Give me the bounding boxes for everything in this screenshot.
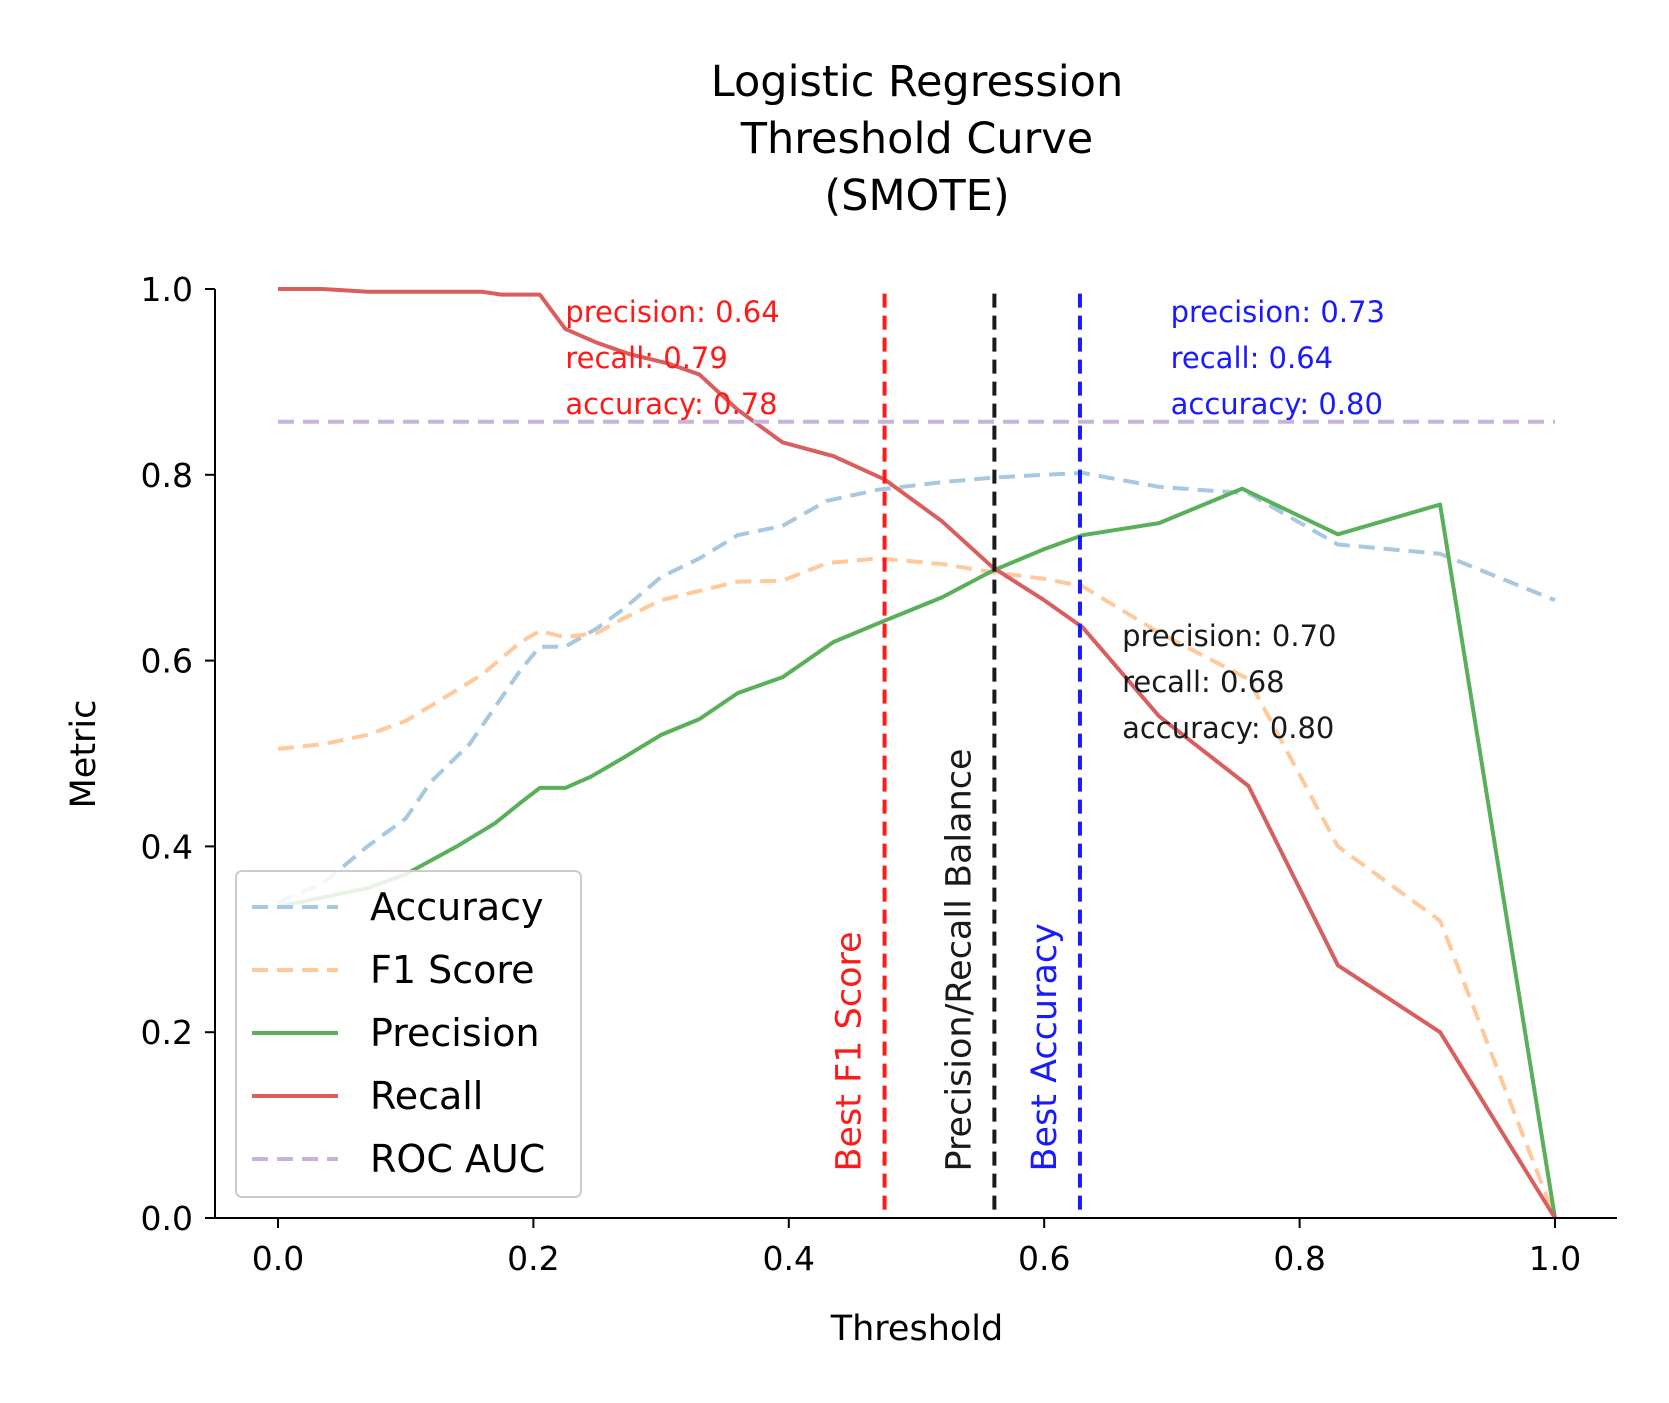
- legend-label-accuracy: Accuracy: [370, 885, 544, 929]
- y-tick-label: 0.8: [141, 456, 193, 495]
- x-axis-title: Threshold: [830, 1309, 1004, 1349]
- vline-label-best-f1-score: Best F1 Score: [830, 931, 870, 1171]
- x-ticks: 0.0 0.2 0.4 0.6 0.8 1.0: [252, 1218, 1581, 1278]
- vline-label-precision-recall-balance: Precision/Recall Balance: [939, 748, 979, 1171]
- annotation-2-line-2: accuracy: 0.80: [1122, 711, 1334, 745]
- annotation-1-line-1: recall: 0.64: [1171, 341, 1334, 375]
- annotation-1-line-0: precision: 0.73: [1171, 295, 1385, 329]
- annotation-2-line-1: recall: 0.68: [1122, 665, 1285, 699]
- title-line-3: (SMOTE): [824, 171, 1009, 221]
- vline-layer: Best F1 Score Precision/Recall Balance Bes…: [830, 293, 1082, 1218]
- annotation-layer: precision: 0.64 recall: 0.79 accuracy: 0.7…: [565, 295, 1385, 745]
- legend-label-roc-auc: ROC AUC: [370, 1137, 545, 1181]
- y-axis-title: Metric: [64, 700, 104, 809]
- y-ticks: 0.0 0.2 0.4 0.6 0.8 1.0: [141, 270, 215, 1238]
- y-tick-label: 1.0: [141, 270, 193, 309]
- y-tick-label: 0.0: [141, 1199, 193, 1238]
- legend-label-recall: Recall: [370, 1074, 483, 1118]
- x-tick-label: 0.8: [1273, 1239, 1325, 1278]
- annotation-0-line-1: recall: 0.79: [565, 341, 728, 375]
- title-line-2: Threshold Curve: [740, 114, 1093, 164]
- legend-label-f1-score: F1 Score: [370, 948, 535, 992]
- y-tick-label: 0.4: [141, 827, 193, 866]
- series-line-f1-score: [277, 556, 1557, 1219]
- annotation-0-line-0: precision: 0.64: [565, 295, 779, 329]
- legend: Accuracy F1 Score Precision Recall ROC AUC: [235, 870, 582, 1198]
- y-tick-label: 0.2: [141, 1013, 193, 1052]
- legend-label-precision: Precision: [370, 1011, 540, 1055]
- chart-title: Logistic Regression Threshold Curve (SMO…: [711, 57, 1123, 221]
- series-line-accuracy: [277, 470, 1556, 904]
- series-line-recall: [278, 287, 1557, 1220]
- title-line-1: Logistic Regression: [711, 57, 1123, 107]
- annotation-0-line-2: accuracy: 0.78: [565, 387, 777, 421]
- legend-items: Accuracy F1 Score Precision Recall ROC AUC: [252, 885, 545, 1181]
- x-tick-label: 0.2: [507, 1239, 559, 1278]
- x-tick-label: 1.0: [1529, 1239, 1581, 1278]
- annotation-1-line-2: accuracy: 0.80: [1171, 387, 1383, 421]
- x-tick-label: 0.4: [763, 1239, 815, 1278]
- axes: [214, 289, 1617, 1219]
- legend-box: [235, 870, 582, 1198]
- x-tick-label: 0.6: [1018, 1239, 1070, 1278]
- series-line-precision: [277, 486, 1557, 1219]
- vline-label-best-accuracy: Best Accuracy: [1025, 923, 1065, 1171]
- annotation-2-line-0: precision: 0.70: [1122, 619, 1336, 653]
- x-tick-label: 0.0: [252, 1239, 304, 1278]
- y-tick-label: 0.6: [141, 642, 193, 681]
- series-layer: [277, 287, 1557, 1220]
